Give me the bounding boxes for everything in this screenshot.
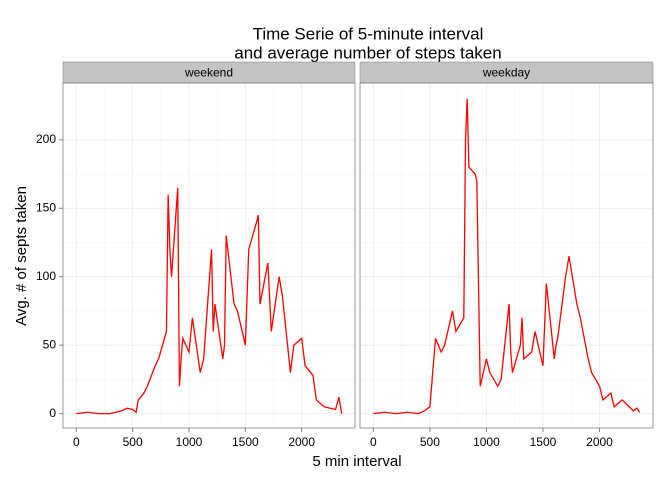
y-tick-label: 50 — [43, 337, 57, 351]
x-axis-title: 5 min interval — [312, 453, 401, 470]
series-line — [373, 98, 641, 415]
chart-subtitle: and average number of steps taken — [234, 43, 501, 62]
x-tick-label: 2000 — [288, 435, 315, 449]
x-tick-label: 500 — [420, 435, 440, 449]
x-tick-label: 1000 — [473, 435, 500, 449]
x-tick-label: 2000 — [586, 435, 613, 449]
y-axis-title: Avg. # of septs taken — [13, 186, 30, 326]
y-tick-label: 0 — [49, 406, 56, 420]
strip-label: weekday — [482, 66, 530, 80]
strip-label: weekend — [184, 66, 233, 80]
chart-title: Time Serie of 5-minute interval — [253, 24, 484, 43]
y-tick-label: 100 — [36, 269, 56, 283]
x-tick-label: 1000 — [176, 435, 203, 449]
x-tick-label: 500 — [123, 435, 143, 449]
x-tick-label: 0 — [73, 435, 80, 449]
x-tick-label: 0 — [370, 435, 377, 449]
x-tick-label: 1500 — [232, 435, 259, 449]
panel-border — [359, 82, 654, 429]
x-tick-label: 1500 — [530, 435, 557, 449]
panel-border — [62, 82, 356, 429]
y-tick-label: 200 — [36, 132, 56, 146]
panel-background — [63, 83, 355, 428]
panel-background — [360, 83, 653, 428]
series-line — [76, 187, 343, 415]
y-tick-label: 150 — [36, 200, 56, 214]
